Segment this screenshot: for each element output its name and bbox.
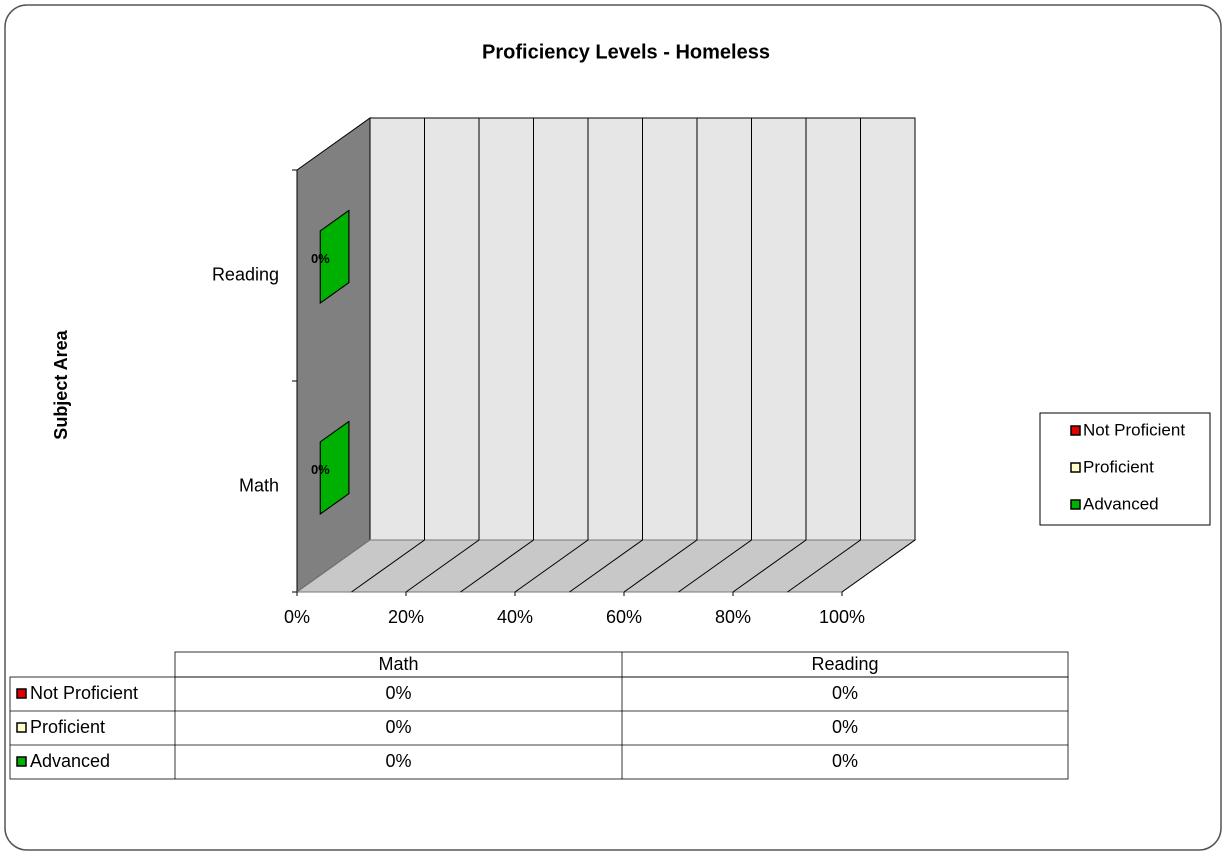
table-swatch bbox=[16, 722, 27, 733]
x-tick-label: 20% bbox=[388, 607, 424, 627]
table-row-label: Advanced bbox=[30, 751, 110, 771]
table-swatch bbox=[16, 756, 27, 767]
table-cell: 0% bbox=[385, 683, 411, 703]
table-frame bbox=[9, 676, 1069, 780]
x-tick-label: 0% bbox=[284, 607, 310, 627]
data-label: 0% bbox=[311, 462, 330, 477]
table-row-label: Proficient bbox=[30, 717, 105, 737]
grid-line bbox=[787, 118, 861, 593]
table-header: Math bbox=[378, 654, 418, 674]
table-cell: 0% bbox=[832, 717, 858, 737]
table-row-label: Not Proficient bbox=[30, 683, 138, 703]
chart-title: Proficiency Levels - Homeless bbox=[482, 41, 770, 63]
legend-swatch bbox=[1070, 499, 1081, 510]
data-label: 0% bbox=[311, 251, 330, 266]
bar bbox=[319, 209, 350, 304]
table-cell: 0% bbox=[832, 683, 858, 703]
table-cell: 0% bbox=[385, 751, 411, 771]
table-swatch bbox=[16, 688, 27, 699]
grid-line bbox=[514, 118, 589, 593]
grid-line bbox=[405, 118, 480, 593]
side-wall bbox=[296, 117, 371, 593]
grid-line bbox=[351, 118, 425, 593]
table-cell: 0% bbox=[385, 717, 411, 737]
legend-label: Proficient bbox=[1083, 457, 1154, 476]
y-axis-label: Subject Area bbox=[51, 329, 71, 439]
y-tick-label: Reading bbox=[212, 264, 279, 284]
grid-line bbox=[678, 118, 752, 593]
grid-line bbox=[732, 118, 807, 593]
y-tick-label: Math bbox=[239, 475, 279, 495]
table-cell: 0% bbox=[832, 751, 858, 771]
legend-label: Advanced bbox=[1083, 494, 1159, 513]
grid-line bbox=[841, 118, 916, 593]
grid-line bbox=[623, 118, 698, 593]
grid-line bbox=[569, 118, 643, 593]
x-tick-label: 100% bbox=[819, 607, 865, 627]
grid-line bbox=[460, 118, 534, 593]
x-tick-label: 60% bbox=[606, 607, 642, 627]
x-tick-label: 80% bbox=[715, 607, 751, 627]
legend-label: Not Proficient bbox=[1083, 420, 1185, 439]
x-tick-label: 40% bbox=[497, 607, 533, 627]
legend-swatch bbox=[1070, 462, 1081, 473]
legend-box bbox=[1039, 412, 1211, 526]
table-header: Reading bbox=[811, 654, 878, 674]
legend-swatch bbox=[1070, 425, 1081, 436]
bar bbox=[319, 420, 350, 515]
